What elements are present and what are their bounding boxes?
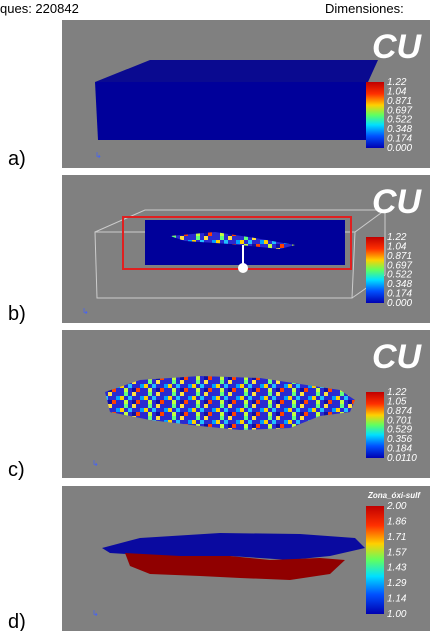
legend-tick-label: 1.14 <box>387 594 407 605</box>
legend-title: CU <box>372 28 423 66</box>
legend-tick-label: 2.00 <box>386 501 407 512</box>
color-bar <box>366 506 384 614</box>
legend-tick-label: 0.348 <box>387 124 412 135</box>
legend-tick-label: 1.57 <box>387 547 407 558</box>
legend-tick-label: 0.174 <box>387 289 412 300</box>
legend-tick-label: 1.22 <box>387 77 407 88</box>
legend-tick-label: 0.184 <box>387 444 412 455</box>
panel-label: d) <box>8 611 26 631</box>
header-left: ques: 220842 <box>0 1 79 16</box>
legend-tick-label: 0.874 <box>387 406 412 417</box>
panel-label: a) <box>8 148 26 170</box>
legend-tick-label: 0.871 <box>387 96 412 107</box>
legend-tick-label: 0.356 <box>387 434 412 445</box>
legend-tick-label: 0.000 <box>387 298 412 309</box>
color-bar <box>366 392 384 458</box>
legend-title: CU <box>372 338 423 376</box>
legend-tick-label: 0.529 <box>387 425 412 436</box>
legend-tick-label: 0.697 <box>387 260 412 271</box>
svg-text:↳: ↳ <box>82 307 89 316</box>
header-right: Dimensiones: <box>325 1 404 16</box>
svg-text:↳: ↳ <box>92 459 99 468</box>
legend-tick-label: 0.522 <box>387 270 412 281</box>
legend-tick-label: 0.701 <box>387 415 412 426</box>
legend-tick-label: 1.22 <box>387 232 407 243</box>
legend-title: Zona_óxi-sulf <box>367 491 421 500</box>
legend-tick-label: 1.86 <box>387 516 407 527</box>
legend-tick-label: 1.22 <box>387 387 407 398</box>
legend-tick-label: 1.04 <box>387 241 407 252</box>
panel-label: c) <box>8 459 25 481</box>
panel-label: b) <box>8 303 26 325</box>
legend-tick-label: 1.05 <box>387 396 407 407</box>
svg-text:↳: ↳ <box>92 609 99 618</box>
legend-tick-label: 0.522 <box>387 115 412 126</box>
legend-tick-label: 0.697 <box>387 105 412 116</box>
legend-tick-label: 1.43 <box>387 563 407 574</box>
color-bar <box>366 82 384 148</box>
color-bar <box>366 237 384 303</box>
legend-tick-label: 1.00 <box>387 609 407 620</box>
legend-tick-label: 0.174 <box>387 134 412 145</box>
legend-tick-label: 0.000 <box>387 143 412 154</box>
legend-tick-label: 0.871 <box>387 251 412 262</box>
legend-title: CU <box>372 183 423 221</box>
legend-tick-label: 0.0110 <box>387 453 417 464</box>
legend-tick-label: 1.71 <box>387 532 406 543</box>
legend-tick-label: 0.348 <box>387 279 412 290</box>
legend-tick-label: 1.04 <box>387 86 407 97</box>
svg-text:↳: ↳ <box>95 151 102 160</box>
color-legend: CU 1.221.050.8740.7010.5290.3560.1840.011… <box>366 338 423 464</box>
legend-tick-label: 1.29 <box>387 578 407 589</box>
